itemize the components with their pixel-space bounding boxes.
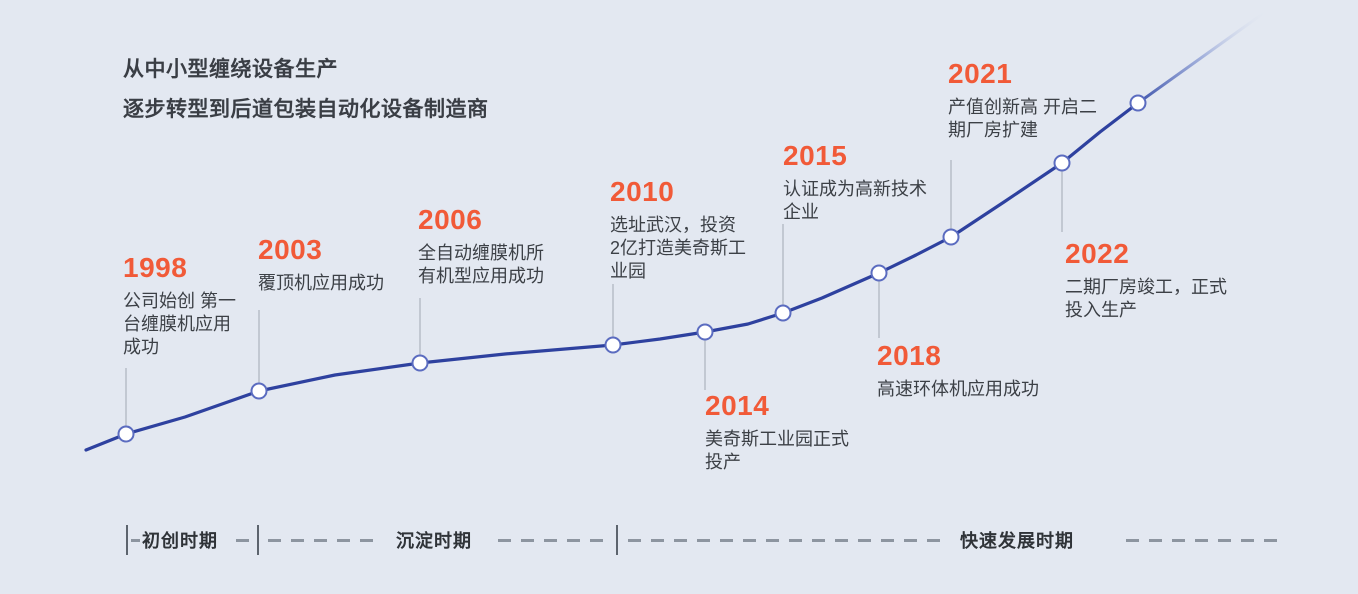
node-1998 xyxy=(117,425,135,443)
growth-curve-fade xyxy=(1136,8,1270,105)
milestone-1998-year: 1998 xyxy=(123,252,188,283)
milestone-2014-year: 2014 xyxy=(705,390,770,421)
milestone-2003-desc: 覆顶机应用成功 xyxy=(258,273,384,293)
node-2014 xyxy=(696,323,714,341)
phase-tick-3 xyxy=(616,525,618,555)
milestone-2006: 2006 全自动缠膜机所 有机型应用成功 xyxy=(418,204,578,288)
timeline-nodes xyxy=(117,94,1147,443)
page-title: 从中小型缠绕设备生产 逐步转型到后道包装自动化设备制造商 xyxy=(123,58,489,121)
milestone-2018-desc: 高速环体机应用成功 xyxy=(877,379,1039,399)
milestone-2014-desc: 美奇斯工业园正式 投产 xyxy=(705,429,849,472)
phase-dash-4 xyxy=(628,539,946,542)
milestone-2021: 2021 产值创新高 开启二 期厂房扩建 xyxy=(948,58,1148,142)
phase-dash-5 xyxy=(1126,539,1284,542)
node-2003 xyxy=(250,382,268,400)
node-2021 xyxy=(942,228,960,246)
node-2010 xyxy=(604,336,622,354)
milestone-2006-desc: 全自动缠膜机所 有机型应用成功 xyxy=(418,243,544,286)
milestone-2022-year: 2022 xyxy=(1065,238,1130,269)
node-2022 xyxy=(1053,154,1071,172)
milestone-2010-year: 2010 xyxy=(610,176,675,207)
growth-curve xyxy=(84,101,1140,452)
phase-tick-1 xyxy=(126,525,128,555)
milestone-2003-year: 2003 xyxy=(258,234,323,265)
milestone-1998: 1998 公司始创 第一 台缠膜机应用 成功 xyxy=(123,252,273,359)
milestone-2010-desc: 选址武汉，投资 2亿打造美奇斯工 业园 xyxy=(610,215,747,281)
milestone-2015-year: 2015 xyxy=(783,140,848,171)
milestone-2021-desc: 产值创新高 开启二 期厂房扩建 xyxy=(948,97,1098,140)
milestone-2015-desc: 认证成为高新技术 企业 xyxy=(783,179,927,222)
phase-tick-2 xyxy=(257,525,259,555)
milestone-2003: 2003 覆顶机应用成功 xyxy=(258,234,418,295)
milestone-2006-year: 2006 xyxy=(418,204,483,235)
phase-label-3: 快速发展时期 xyxy=(960,531,1074,551)
milestone-2022-desc: 二期厂房竣工，正式 投入生产 xyxy=(1065,277,1227,320)
node-end xyxy=(1129,94,1147,112)
phase-dash-3 xyxy=(498,539,606,542)
milestone-2018: 2018 高速环体机应用成功 xyxy=(877,340,1087,401)
milestone-2022: 2022 二期厂房竣工，正式 投入生产 xyxy=(1065,238,1265,322)
node-2015 xyxy=(774,304,792,322)
node-2018 xyxy=(870,264,888,282)
milestone-2018-year: 2018 xyxy=(877,340,942,371)
node-2006 xyxy=(411,354,429,372)
phase-dash-stub xyxy=(131,539,140,542)
milestone-2015: 2015 认证成为高新技术 企业 xyxy=(783,140,953,224)
milestone-2021-year: 2021 xyxy=(948,58,1013,89)
phase-label-2: 沉淀时期 xyxy=(396,531,472,551)
milestone-2014: 2014 美奇斯工业园正式 投产 xyxy=(705,390,885,474)
milestone-2010: 2010 选址武汉，投资 2亿打造美奇斯工 业园 xyxy=(610,176,780,283)
phase-dash-1 xyxy=(236,539,250,542)
phase-dash-2 xyxy=(268,539,374,542)
phase-label-1: 初创时期 xyxy=(142,531,218,551)
connector-lines xyxy=(125,160,1063,426)
milestone-1998-desc: 公司始创 第一 台缠膜机应用 成功 xyxy=(123,291,237,357)
